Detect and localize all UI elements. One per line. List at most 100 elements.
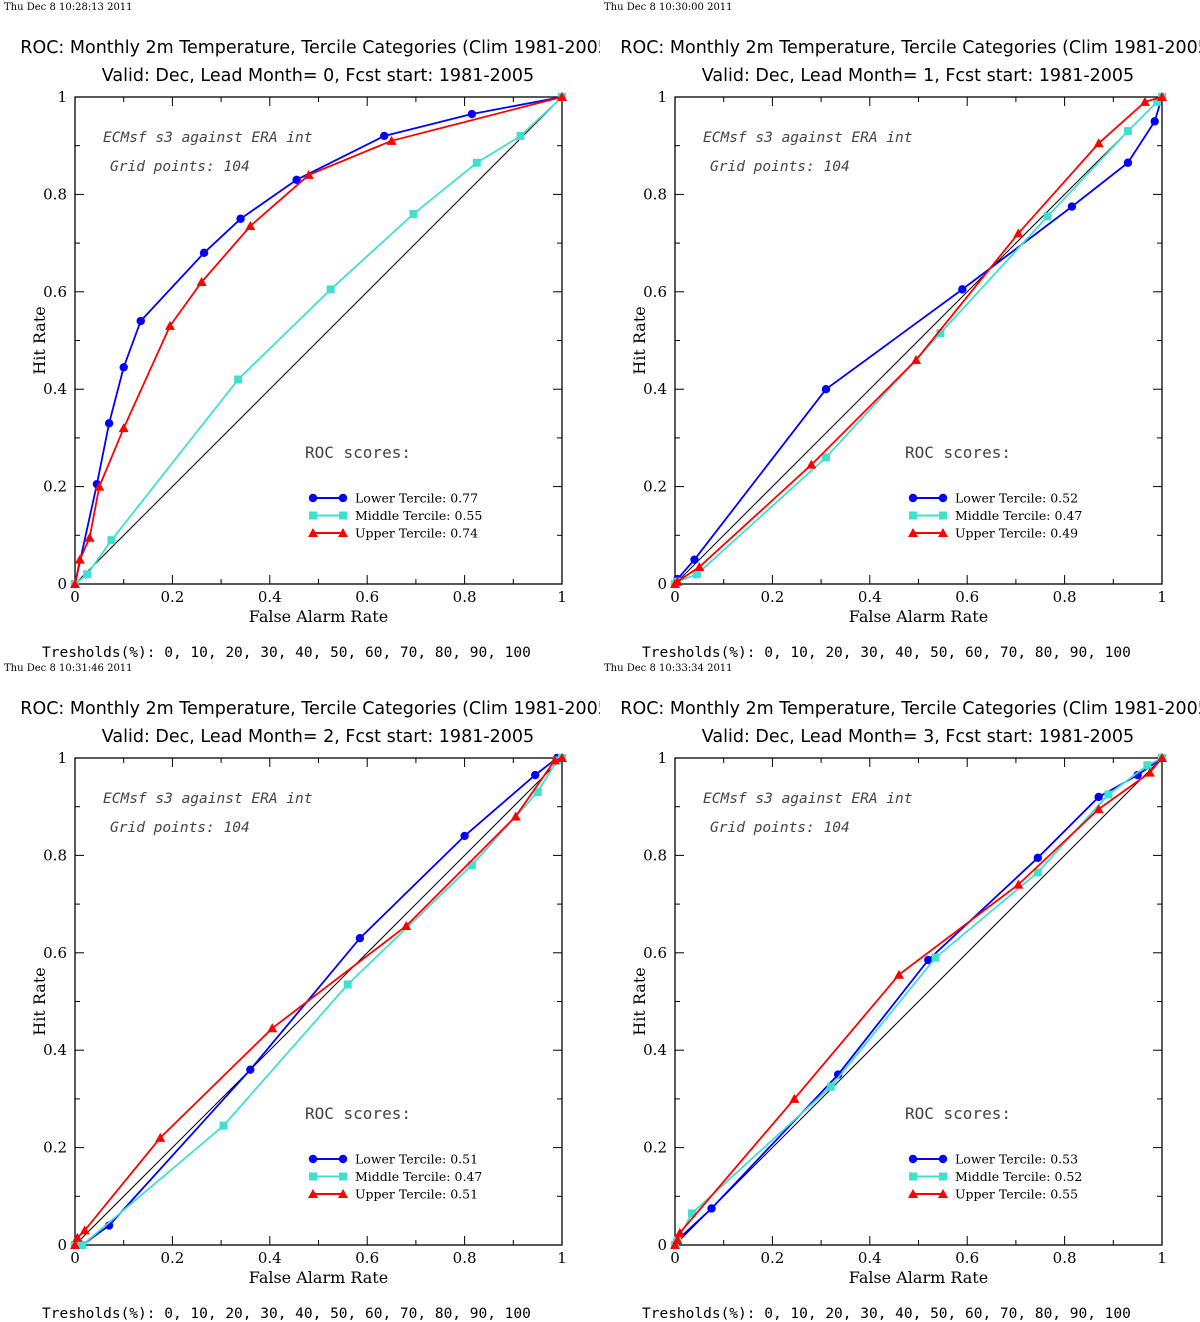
roc-panel-4: Thu Dec 8 10:33:34 2011 ROC: Monthly 2m T… <box>600 661 1200 1322</box>
legend-marker-upper <box>938 1189 948 1198</box>
data-point-upper <box>1013 879 1024 889</box>
model-annotation: ECMsf s3 against ERA int <box>103 130 313 146</box>
data-point-upper <box>789 1093 800 1103</box>
x-tick-label: 0 <box>70 1249 80 1267</box>
legend-entry-upper: Upper Tercile: 0.55 <box>955 1187 1078 1202</box>
x-tick-label: 0 <box>70 588 80 606</box>
data-point-middle <box>692 570 701 579</box>
y-tick-label: 0.4 <box>643 1041 667 1059</box>
data-point-lower <box>821 385 831 394</box>
chart-subtitle: Valid: Dec, Lead Month= 3, Fcst start: 1… <box>702 727 1134 747</box>
legend-marker-lower <box>308 493 318 503</box>
legend-entry-middle: Middle Tercile: 0.52 <box>955 1169 1082 1184</box>
y-tick-label: 0.4 <box>643 380 667 398</box>
legend-entry-lower: Lower Tercile: 0.52 <box>955 491 1078 506</box>
data-point-upper <box>1144 767 1155 777</box>
legend-marker-middle <box>909 511 917 520</box>
data-point-middle <box>73 1238 82 1247</box>
legend-entry-upper: Upper Tercile: 0.51 <box>355 1187 478 1202</box>
legend-title: ROC scores: <box>305 443 411 462</box>
x-tick-label: 0.6 <box>355 1249 379 1267</box>
data-point-middle <box>1104 790 1113 799</box>
no-skill-diagonal <box>674 96 1163 585</box>
y-tick-label: 0.6 <box>643 944 667 962</box>
x-tick-label: 1 <box>557 588 567 606</box>
data-point-upper <box>1157 92 1167 101</box>
data-point-upper <box>196 277 207 287</box>
legend-marker-middle <box>309 511 317 520</box>
chart-subtitle: Valid: Dec, Lead Month= 0, Fcst start: 1… <box>102 66 534 86</box>
data-point-middle <box>1123 127 1132 136</box>
data-point-lower <box>833 1070 843 1079</box>
data-point-upper <box>164 320 175 330</box>
data-point-lower <box>690 555 699 564</box>
chart-title: ROC: Monthly 2m Temperature, Tercile Cat… <box>620 38 1200 58</box>
y-axis-label: Hit Rate <box>30 306 49 374</box>
y-tick-label: 0.8 <box>43 846 67 864</box>
thresholds-note: Tresholds(%): 0, 10, 20, 30, 40, 50, 60,… <box>642 645 1131 661</box>
data-point-lower <box>1033 853 1043 863</box>
roc-chart-svg: Thu Dec 8 10:33:34 2011 ROC: Monthly 2m T… <box>604 663 1200 1322</box>
timestamp: Thu Dec 8 10:33:34 2011 <box>604 663 733 674</box>
legend-entry-lower: Lower Tercile: 0.77 <box>355 491 478 506</box>
y-tick-label: 0.2 <box>43 478 67 496</box>
roc-chart-svg: Thu Dec 8 10:28:13 2011 ROC: Monthly 2m T… <box>4 2 600 661</box>
data-point-upper <box>70 579 80 588</box>
legend-marker-upper <box>338 1189 348 1198</box>
x-tick-label: 0.2 <box>160 588 184 606</box>
data-point-lower <box>707 1204 716 1213</box>
data-point-middle <box>516 131 525 140</box>
y-tick-label: 0.2 <box>643 478 667 496</box>
y-tick-label: 0.8 <box>643 846 667 864</box>
legend-title: ROC scores: <box>905 1104 1011 1123</box>
x-tick-label: 1 <box>1157 1249 1167 1267</box>
data-point-upper <box>672 576 683 586</box>
x-tick-label: 0.6 <box>955 1249 979 1267</box>
data-point-lower <box>380 131 389 141</box>
x-tick-label: 0.2 <box>160 1249 184 1267</box>
legend-marker-middle <box>339 1172 347 1181</box>
roc-chart-svg: Thu Dec 8 10:31:46 2011 ROC: Monthly 2m T… <box>4 663 600 1322</box>
roc-panel-3: Thu Dec 8 10:31:46 2011 ROC: Monthly 2m T… <box>0 661 600 1322</box>
data-point-lower <box>1123 158 1133 167</box>
data-point-middle <box>107 536 116 545</box>
x-tick-label: 1 <box>557 1249 567 1267</box>
data-point-upper <box>694 561 705 571</box>
y-tick-label: 1 <box>57 749 67 767</box>
y-tick-label: 0.2 <box>43 1139 67 1157</box>
roc-panel-2: Thu Dec 8 10:30:00 2011 ROC: Monthly 2m T… <box>600 0 1200 661</box>
legend-marker-middle <box>909 1172 917 1181</box>
data-point-upper <box>557 92 567 101</box>
timestamp: Thu Dec 8 10:31:46 2011 <box>4 663 133 674</box>
data-point-middle <box>78 1241 87 1249</box>
data-point-upper <box>1139 96 1150 106</box>
data-point-middle <box>826 1082 835 1091</box>
grid-points-annotation: Grid points: 104 <box>110 820 250 836</box>
data-point-upper <box>1013 228 1024 238</box>
data-point-middle <box>343 980 352 989</box>
legend-title: ROC scores: <box>305 1104 411 1123</box>
data-point-lower <box>460 831 469 841</box>
data-point-upper <box>84 532 95 542</box>
y-axis-label: Hit Rate <box>30 967 49 1035</box>
x-tick-label: 0.4 <box>858 588 882 606</box>
data-point-upper <box>70 1240 80 1249</box>
data-point-upper <box>1093 804 1104 814</box>
no-skill-diagonal <box>74 96 563 585</box>
roc-panel-1: Thu Dec 8 10:28:13 2011 ROC: Monthly 2m T… <box>0 0 600 661</box>
x-tick-label: 0.2 <box>760 1249 784 1267</box>
data-point-middle <box>533 788 542 797</box>
data-point-lower <box>355 933 365 943</box>
y-tick-label: 0.4 <box>43 380 67 398</box>
data-point-middle <box>467 861 476 870</box>
data-point-upper <box>806 459 817 469</box>
y-tick-label: 0.4 <box>43 1041 67 1059</box>
legend-marker-lower <box>908 493 918 503</box>
data-point-lower <box>924 955 933 965</box>
thresholds-note: Tresholds(%): 0, 10, 20, 30, 40, 50, 60,… <box>42 645 531 661</box>
y-axis-label: Hit Rate <box>630 306 649 374</box>
data-point-middle <box>1033 868 1042 877</box>
data-point-upper <box>303 169 314 179</box>
data-point-middle <box>1143 761 1152 770</box>
